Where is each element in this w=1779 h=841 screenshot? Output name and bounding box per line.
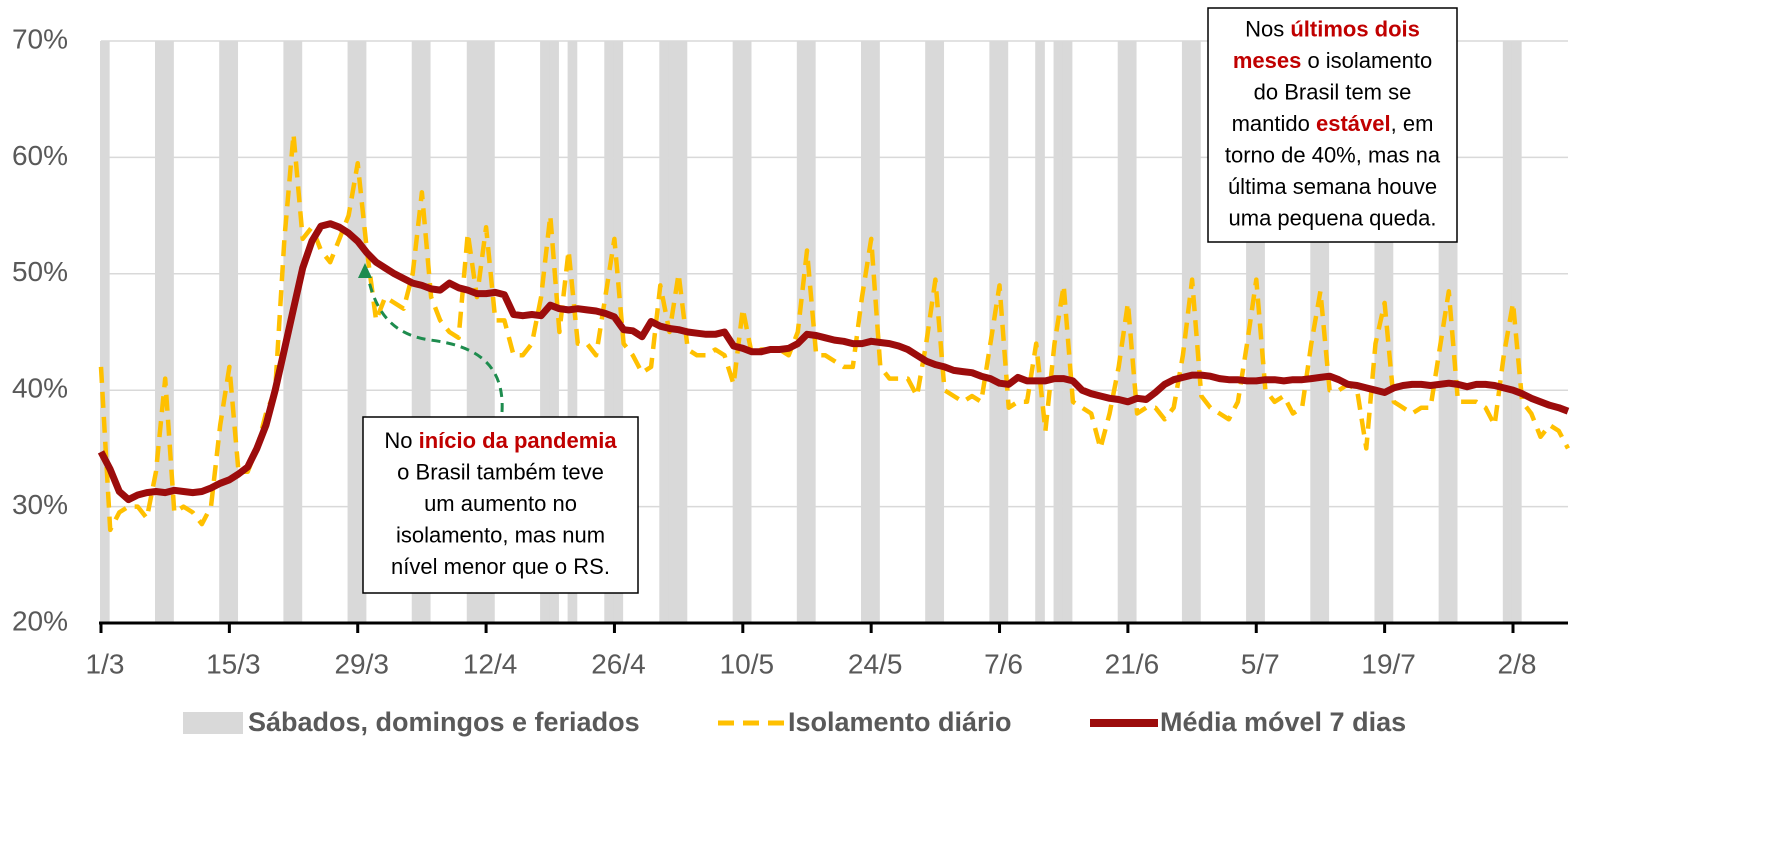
shaded-day bbox=[540, 41, 550, 623]
annotation-text: Nos últimos dois bbox=[1245, 16, 1420, 41]
x-tick-label: 2/8 bbox=[1498, 648, 1537, 679]
annotation-segment: um aumento no bbox=[424, 491, 577, 516]
lines bbox=[97, 131, 1570, 533]
shaded-day bbox=[1062, 41, 1073, 623]
annotation-segment: uma pequena queda. bbox=[1229, 205, 1437, 230]
y-tick-label: 60% bbox=[12, 140, 68, 171]
legend-swatch bbox=[183, 712, 243, 734]
shaded-day bbox=[1035, 41, 1045, 623]
shaded-day bbox=[613, 41, 624, 623]
x-tick-label: 29/3 bbox=[334, 648, 389, 679]
x-tick-label: 24/5 bbox=[848, 648, 903, 679]
x-tick-label: 1/3 bbox=[86, 648, 125, 679]
annotations: No início da pandemia o Brasil também tev… bbox=[362, 7, 1458, 594]
shaded-day bbox=[485, 41, 495, 623]
annotation-text: um aumento no bbox=[424, 491, 577, 516]
annotation-segment: meses bbox=[1233, 48, 1302, 73]
shaded-day bbox=[219, 41, 229, 623]
shaded-day bbox=[659, 41, 669, 623]
arrow-head bbox=[358, 263, 372, 278]
legend: Sábados, domingos e feriados Isolamento d… bbox=[183, 707, 1406, 737]
annotation-text: o Brasil também teve bbox=[397, 459, 604, 484]
shaded-day bbox=[1511, 41, 1522, 623]
shaded-day bbox=[292, 41, 303, 623]
y-tick-label: 20% bbox=[12, 605, 68, 636]
shaded-day bbox=[1438, 41, 1449, 623]
y-tick-label: 30% bbox=[12, 489, 68, 520]
shaded-day bbox=[796, 41, 807, 623]
y-tick-label: 40% bbox=[12, 373, 68, 404]
annotation-text: nível menor que o RS. bbox=[391, 554, 610, 579]
y-tick-label: 50% bbox=[12, 256, 68, 287]
annotation-segment: o Brasil também teve bbox=[397, 459, 604, 484]
annotation-text: torno de 40%, mas na bbox=[1225, 142, 1441, 167]
annotation-segment: mantido bbox=[1232, 111, 1316, 136]
shaded-day bbox=[420, 41, 431, 623]
shaded-day bbox=[466, 41, 477, 623]
annotation-text: última semana houve bbox=[1228, 174, 1437, 199]
annotation-text: isolamento, mas num bbox=[396, 522, 605, 547]
shaded-day bbox=[870, 41, 880, 623]
shaded-day bbox=[861, 41, 871, 623]
annotation-segment: , em bbox=[1391, 111, 1434, 136]
series-line bbox=[97, 220, 1570, 504]
shaded-day bbox=[228, 41, 239, 623]
x-tick-label: 15/3 bbox=[206, 648, 261, 679]
shaded-day bbox=[567, 41, 578, 623]
x-tick-label: 21/6 bbox=[1105, 648, 1160, 679]
annotation-text: mantido estável, em bbox=[1232, 111, 1434, 136]
shaded-day bbox=[1053, 41, 1064, 623]
legend-label: Isolamento diário bbox=[788, 707, 1012, 737]
annotation-text: meses o isolamento bbox=[1233, 48, 1432, 73]
shaded-day bbox=[347, 41, 358, 623]
legend-label: Média móvel 7 dias bbox=[1160, 707, 1406, 737]
shaded-day bbox=[411, 41, 422, 623]
y-tick-label: 70% bbox=[12, 23, 68, 54]
annotation-text: uma pequena queda. bbox=[1229, 205, 1437, 230]
shaded-day bbox=[356, 41, 367, 623]
shaded-day bbox=[475, 41, 486, 623]
annotation-segment: torno de 40%, mas na bbox=[1225, 142, 1441, 167]
legend-label: Sábados, domingos e feriados bbox=[248, 707, 640, 737]
x-tick-label: 19/7 bbox=[1361, 648, 1416, 679]
x-tick-label: 10/5 bbox=[720, 648, 775, 679]
x-tick-label: 5/7 bbox=[1241, 648, 1280, 679]
shaded-day bbox=[549, 41, 559, 623]
annotation-segment: início da pandemia bbox=[419, 428, 618, 453]
x-tick-label: 12/4 bbox=[463, 648, 518, 679]
annotation-box bbox=[1207, 7, 1458, 243]
shaded-day bbox=[164, 41, 174, 623]
shaded-day bbox=[732, 41, 743, 623]
shaded-day bbox=[741, 41, 752, 623]
annotation-segment: últimos dois bbox=[1290, 16, 1420, 41]
annotation-text: No início da pandemia bbox=[384, 428, 617, 453]
shaded-day bbox=[100, 41, 110, 623]
annotation-segment: do Brasil tem se bbox=[1254, 79, 1412, 104]
x-tick-label: 7/6 bbox=[984, 648, 1023, 679]
annotation-arrow bbox=[365, 271, 504, 413]
shaded-day bbox=[155, 41, 165, 623]
annotation-segment: No bbox=[384, 428, 418, 453]
x-tick-label: 26/4 bbox=[591, 648, 646, 679]
shaded-day bbox=[1374, 41, 1385, 623]
shaded-day bbox=[1126, 41, 1137, 623]
shaded-day bbox=[604, 41, 614, 623]
annotation-segment: estável bbox=[1316, 111, 1391, 136]
annotation-text: do Brasil tem se bbox=[1254, 79, 1412, 104]
annotation-segment: última semana houve bbox=[1228, 174, 1437, 199]
annotation-segment: o isolamento bbox=[1301, 48, 1432, 73]
axes: 20% 30% 40% 50% 60% 70% 1/3 15/3 29/3 12/4 26/4 10/… bbox=[12, 23, 1568, 679]
annotation-segment: isolamento, mas num bbox=[396, 522, 605, 547]
series-line bbox=[98, 131, 1570, 533]
annotation-segment: Nos bbox=[1245, 16, 1290, 41]
annotation-segment: nível menor que o RS. bbox=[391, 554, 610, 579]
annotation-box bbox=[362, 416, 639, 594]
